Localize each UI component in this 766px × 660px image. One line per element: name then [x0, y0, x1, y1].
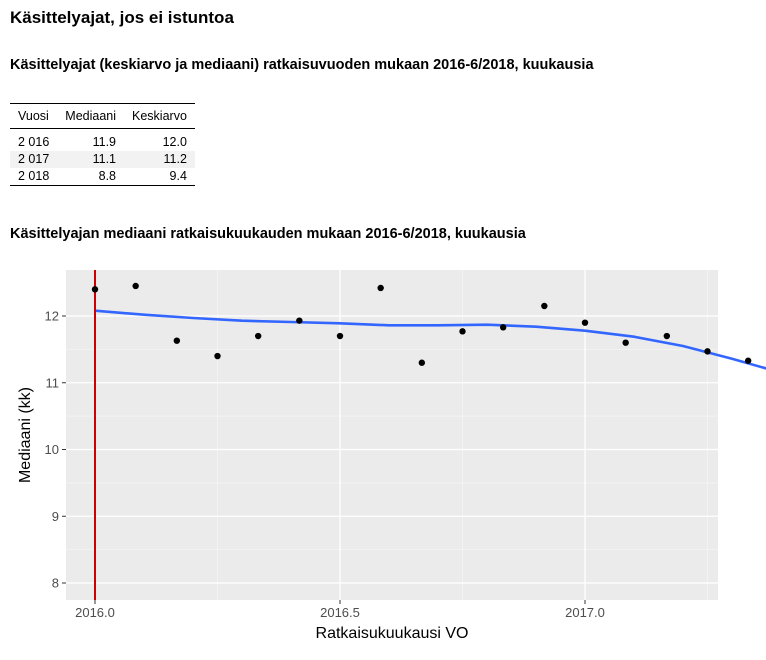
table-row: 2 017 11.1 11.2: [10, 151, 195, 168]
plot-panel: [66, 270, 718, 600]
data-point: [663, 332, 671, 340]
table-cell-mean: 9.4: [169, 169, 187, 183]
data-point: [336, 332, 344, 340]
table-cell-median: 11.9: [92, 135, 117, 149]
data-point: [744, 357, 752, 364]
table-cell-year: 2 017: [10, 151, 58, 168]
data-points: [91, 282, 752, 366]
median-scatter-chart: 2016.02016.52017.02017.52018.02018.58910…: [17, 270, 766, 642]
table-row: 2 018 8.8 9.4: [10, 168, 195, 186]
table-cell-median: 8.8: [98, 169, 117, 183]
chart-title: Käsittelyajan mediaani ratkaisukuukauden…: [10, 226, 526, 242]
data-point: [459, 328, 466, 335]
y-tick-label: 9: [52, 509, 59, 524]
x-axis-title: Ratkaisukuukausi VO: [316, 625, 469, 642]
plot-background: [66, 270, 718, 600]
y-tick-label: 11: [46, 375, 60, 390]
data-point: [173, 337, 181, 344]
data-point: [377, 284, 384, 292]
data-point: [91, 286, 99, 293]
y-tick-label: 8: [52, 576, 59, 591]
data-point: [622, 339, 629, 346]
y-tick-label: 10: [45, 442, 59, 457]
column-header-year: Vuosi: [10, 103, 58, 129]
data-point: [499, 324, 507, 331]
table-cell-mean: 12.0: [162, 135, 187, 149]
table-cell-year: 2 018: [18, 169, 50, 183]
x-tick-label: 2016.0: [75, 605, 115, 620]
table-section-title: Käsittelyajat (keskiarvo ja mediaani) ra…: [10, 57, 594, 73]
x-tick-label: 2016.5: [320, 605, 360, 620]
table-header-row: Vuosi Mediaani Keskiarvo: [10, 103, 195, 129]
column-header-mean: Keskiarvo: [124, 103, 195, 129]
data-point: [704, 348, 711, 355]
table-cell-year: 2 016: [18, 135, 50, 149]
table-row: 2 016 11.9 12.0: [10, 129, 195, 152]
column-header-median: Mediaani: [57, 103, 125, 129]
stats-table: Vuosi Mediaani Keskiarvo 2 016 11.9 12.0…: [10, 103, 195, 186]
page-title: Käsittelyajat, jos ei istuntoa: [10, 8, 234, 27]
axes: 2016.02016.52017.02017.52018.02018.58910…: [45, 309, 605, 621]
data-point: [132, 282, 139, 290]
y-tick-label: 12: [45, 309, 59, 324]
table-cell-mean: 11.2: [124, 151, 195, 168]
x-tick-label: 2017.0: [565, 605, 605, 620]
data-point: [296, 317, 303, 324]
data-point: [581, 319, 589, 326]
smooth-trend: [94, 309, 766, 370]
y-axis-title: Mediaani (kk): [17, 387, 34, 483]
data-point: [541, 302, 548, 310]
data-point: [418, 359, 426, 366]
data-point: [214, 352, 221, 360]
table-cell-median: 11.1: [57, 151, 125, 168]
grid-lines: [66, 270, 718, 600]
data-point: [254, 332, 262, 340]
smooth-line: [94, 309, 766, 370]
